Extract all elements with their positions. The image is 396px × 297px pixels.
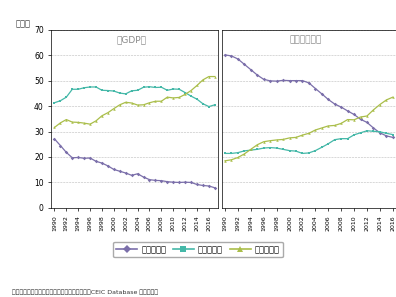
Text: 資料：中国国家統計局、人力資源社会保障部、CEIC Database から作成。: 資料：中国国家統計局、人力資源社会保障部、CEIC Database から作成。 [12, 290, 158, 295]
Text: （就業人員）: （就業人員） [289, 35, 322, 44]
Text: （GDP）: （GDP） [116, 35, 146, 44]
Legend: 第一次産業, 第二次産業, 第三次産業: 第一次産業, 第二次産業, 第三次産業 [113, 241, 283, 257]
Text: （％）: （％） [16, 20, 31, 29]
